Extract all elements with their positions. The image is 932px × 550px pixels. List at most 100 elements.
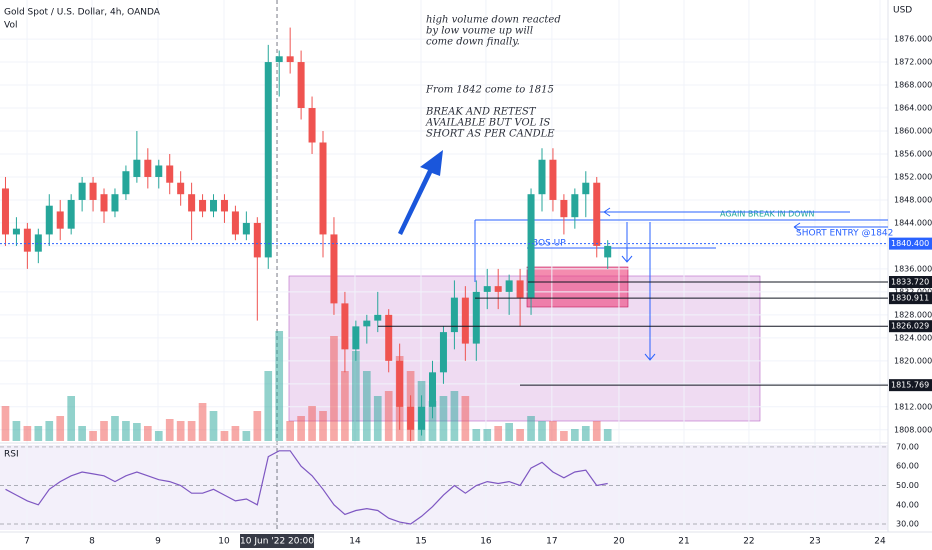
volume-bar [45,421,54,441]
candle-body [527,194,535,298]
volume-bar [527,416,535,441]
volume-bar [1,406,10,441]
candle-body [396,360,404,407]
rsi-tick-label: 50.00 [896,481,919,490]
volume-bar [362,371,371,441]
volume-bar [253,411,262,441]
candle-body [582,182,590,195]
volume-bar [560,431,568,441]
volume-bar [516,429,524,441]
annotation: SHORT AS PER CANDLE [426,129,555,140]
rsi-tick-label: 70.00 [896,442,919,451]
candle-body [450,297,458,333]
rsi-pane [0,445,888,530]
x-tick-label: 14 [349,537,361,547]
candle-body [319,142,327,235]
price-tag [889,276,932,289]
y-tick-label: 1844.000 [894,218,932,227]
volume-bar [352,351,360,441]
volume-bar [297,416,305,441]
candle-body [220,199,228,212]
candle-body [67,199,75,229]
volume-bar [494,426,503,441]
rsi-label: RSI [4,450,19,460]
volume-bar [198,403,207,441]
y-tick-label: 1836.000 [894,264,932,273]
volume-bar [143,426,152,441]
arrow-head [603,207,801,232]
candle-body [418,406,426,430]
volume-bar [461,396,470,441]
y-tick-label: 1824.000 [894,333,932,342]
volume-bar [100,421,108,441]
rsi-tick-label: 30.00 [896,520,919,529]
candle-body [275,56,283,63]
volume-bar [165,419,174,441]
x-tick-label: 21 [678,537,689,547]
candle-body [133,159,141,177]
y-tick-label: 1864.000 [894,104,932,113]
volume-bar [286,421,294,441]
candle-body [264,62,272,258]
volume-bar [439,396,448,441]
volume-bar [581,426,590,441]
candle-body [111,194,119,212]
candle-body [385,314,393,361]
arrow [398,150,443,235]
price-tag-label: 1815.769 [891,381,929,390]
candle-body [253,222,261,258]
x-tick-label: 10 [218,537,230,547]
candle-body [571,194,579,218]
x-tick-label: 8 [89,537,95,547]
candle-body [122,171,130,195]
candle-body [407,406,415,430]
annotation: From 1842 come to 1815 [425,85,554,96]
price-tag-label: 1830.911 [891,294,929,303]
volume-bar [56,416,65,441]
candle-body [177,182,185,195]
candle-body [45,205,53,235]
candle-body [538,159,546,195]
volume-bar [67,396,76,441]
candle-body [472,291,480,344]
annotation: AGAIN BREAK IN DOWN [720,210,815,219]
candle-body [352,326,360,350]
rsi-tick-label: 40.00 [896,500,919,509]
candle-body [330,234,338,304]
volume-bar [176,421,185,441]
annotation: by low voume up will [426,26,533,37]
volume-bar [341,371,349,441]
volume-bar [209,411,218,441]
candle-body [505,280,513,292]
price-tag [889,320,932,333]
annotation: SHORT ENTRY @1842 [796,229,893,239]
x-tick-label: 23 [809,537,820,547]
x-tick-label: 20 [613,537,625,547]
annotation: high volume down reacted [426,15,561,26]
y-tick-label: 1852.000 [894,172,932,181]
candle-body [231,211,239,235]
x-tick-label: 24 [874,537,886,547]
candle-body [593,182,601,246]
volume-bar [472,429,481,441]
candle-body [428,372,437,407]
volume-bar [242,431,251,441]
volume-bar [373,396,382,441]
volume-bar [133,423,141,441]
y-tick-label: 1828.000 [894,310,932,319]
price-tag-label: 1840.400 [891,239,929,248]
candle-body [155,165,163,177]
y-tick-label: 1848.000 [894,195,932,204]
y-tick-label: 1872.000 [894,58,932,67]
candle-body [560,199,568,218]
volume-bar [308,406,316,441]
candle-body [461,297,469,344]
volume-bar [231,426,240,441]
candle-body [100,194,108,212]
y-tick-label: 1820.000 [894,356,932,365]
candle-body [78,182,86,200]
price-tag [889,237,932,250]
candle-body [242,222,250,235]
volume-bar [483,429,492,441]
x-tick-label: 17 [546,537,557,547]
